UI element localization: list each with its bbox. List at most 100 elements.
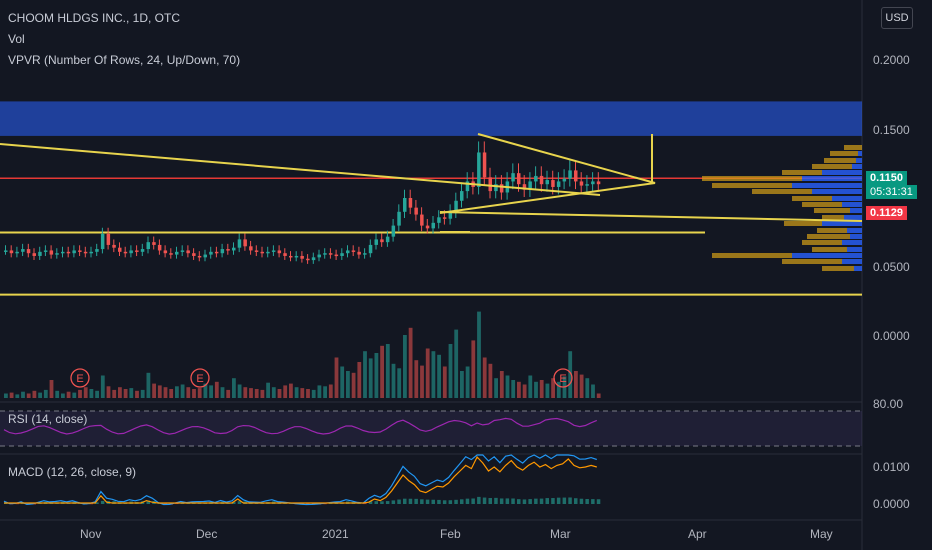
volume-bar [591,384,595,398]
currency-button[interactable]: USD [881,7,913,29]
trendline [439,211,863,222]
candle-body [442,217,447,219]
macd-histogram-bar [232,501,236,504]
candle-body [72,250,76,254]
candle-body [15,251,19,254]
volume-bar [72,392,77,398]
candle-body [499,184,504,193]
candle-body [414,207,418,215]
candle-body [180,250,185,252]
volume-bar [568,351,573,398]
volume-bar [243,387,248,398]
candle-body [346,250,350,254]
volume-bar [317,385,322,398]
macd-histogram-bar [95,502,99,504]
candle-body [488,177,492,192]
volume-bar [465,366,470,398]
earnings-marker-label: E [559,373,566,385]
candle-body [539,175,544,185]
candle-body [157,244,162,251]
macd-histogram-bar [237,501,242,504]
volume-bar [494,378,498,398]
candle-body [226,249,230,251]
candle-body [556,181,561,187]
candle-body [220,249,225,254]
volume-bar [4,393,8,398]
volume-bar [488,363,493,398]
last-price-tag: 0.1150 [866,171,908,185]
macd-histogram-bar [499,498,504,504]
volume-bar [9,392,14,398]
macd-histogram-bar [517,499,521,504]
candle-body [49,250,54,255]
candle-body [83,251,88,254]
volume-bar [21,391,25,398]
volume-bar [403,335,407,398]
volume-bar [294,387,299,398]
volume-bar [266,382,270,398]
volume-bar [334,357,339,398]
volume-bar [374,353,379,398]
macd-histogram-bar [368,501,373,504]
triangle-pattern [439,133,656,214]
candle-body [408,198,413,208]
vpvr-bar [854,266,862,271]
macd-histogram-bar [89,503,93,505]
vpvr-bar [792,253,862,258]
candle-body [237,239,242,248]
candle-body [306,258,310,261]
vpvr-bar [844,215,862,220]
candle-body [197,255,202,258]
vpvr-bar [852,164,862,169]
volume-bar [186,387,191,398]
vpvr-bar [812,247,847,252]
volume-bar [511,380,516,398]
price-axis-label: 0.2000 [873,53,910,67]
volume-bar [363,351,367,398]
candle-body [380,239,384,243]
time-axis-label: May [810,527,833,541]
candle-body [568,170,572,179]
volume-bar [226,389,231,398]
vpvr-bar [812,189,862,194]
volume-bar [43,389,48,398]
macd-histogram-bar [568,497,572,504]
trendline [0,143,601,196]
volume-bar [237,384,242,398]
volume-bar [471,340,476,398]
vpvr-bar [712,183,792,188]
candle-body [43,250,48,252]
volume-bar [425,348,430,398]
candle-body [385,236,390,243]
previous-close-tag: 0.1129 [866,206,908,220]
candle-body [425,225,430,229]
macd-histogram-bar [465,498,470,504]
volume-bar [448,344,453,398]
macd-histogram-bar [556,497,561,504]
volume-bar [437,354,441,398]
macd-histogram-bar [306,503,310,505]
signal-line [4,455,597,504]
volume-bar [585,378,590,398]
candle-body [4,250,8,252]
candle-body [243,239,247,247]
candle-body [579,181,584,186]
macd-histogram-bar [562,497,567,504]
volume-bar [118,387,122,398]
candle-body [448,211,453,219]
volume-bar [163,387,168,398]
candle-body [32,253,36,256]
volume-bar [534,381,538,398]
macd-histogram-bar [442,500,447,504]
volume-bar [289,383,293,398]
volume-bar [135,390,139,398]
macd-histogram-bar [385,501,390,504]
candle-body [534,175,538,182]
candle-body [522,184,527,190]
rsi-label: RSI (14, close) [8,412,88,426]
macd-histogram-bar [511,498,515,504]
candle-body [277,250,282,254]
candle-body [363,253,367,255]
candle-body [78,250,82,252]
